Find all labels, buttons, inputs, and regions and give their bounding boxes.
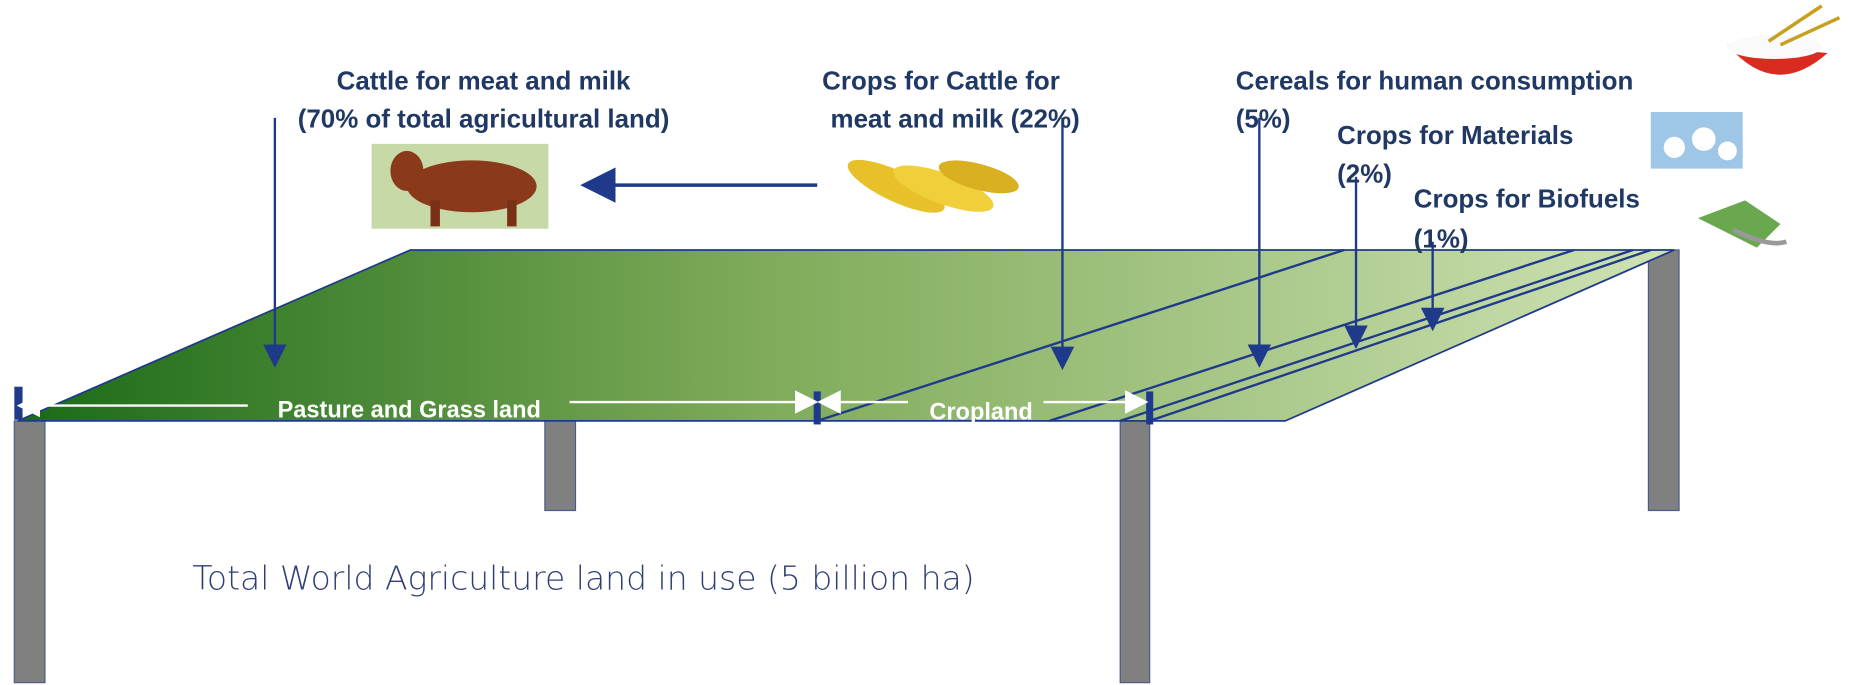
rice-bowl-image [1727, 6, 1839, 75]
pasture-label: Pasture and Grass land [278, 396, 541, 422]
land-plane [18, 250, 1674, 421]
cow-image [372, 144, 549, 229]
cropland-label: Cropland [929, 399, 1032, 425]
diagram: Pasture and Grass land Cropland Cattle f… [0, 0, 1849, 685]
label: Crops for Biofuels [1414, 186, 1640, 214]
label: Crops for Cattle for [822, 68, 1060, 96]
label: (70% of total agricultural land) [298, 105, 670, 133]
label: (1%) [1414, 226, 1469, 254]
caption: Total World Agriculture land in use (5 b… [192, 559, 974, 598]
corn-image [842, 150, 1022, 223]
nozzle-image [1698, 200, 1786, 247]
cotton-image [1651, 112, 1743, 169]
label: Crops for Materials [1337, 122, 1573, 150]
label: (5%) [1236, 105, 1291, 133]
label: (2%) [1337, 161, 1392, 189]
label: meat and milk (22%) [831, 105, 1080, 133]
label: Cattle for meat and milk [337, 68, 631, 96]
label: Cereals for human consumption [1236, 68, 1634, 96]
